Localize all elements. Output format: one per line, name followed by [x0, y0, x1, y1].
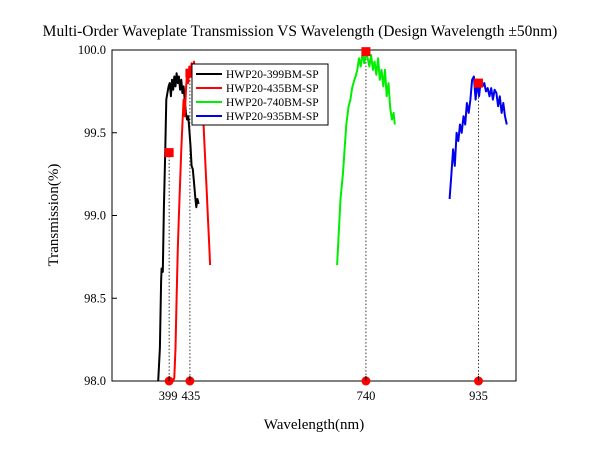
design-point-marker — [164, 148, 174, 158]
y-tick-label: 98.5 — [84, 291, 106, 305]
marker-guide-lines — [168, 51, 479, 381]
series-line-2 — [336, 52, 396, 266]
design-point-marker — [473, 78, 483, 88]
x-tick-label: 435 — [182, 389, 201, 403]
y-tick-label: 99.0 — [84, 209, 106, 223]
x-axis-ticks: 399 435 740 935 — [159, 376, 488, 403]
y-tick-label: 100.0 — [78, 43, 106, 57]
design-point-marker — [361, 47, 371, 57]
x-tick-label: 399 — [159, 389, 178, 403]
legend-label: HWP20-935BM-SP — [226, 111, 319, 123]
chart-title: Multi-Order Waveplate Transmission VS Wa… — [43, 23, 558, 40]
legend-label: HWP20-435BM-SP — [226, 83, 319, 95]
x-tick-label: 740 — [357, 389, 376, 403]
series-line-0 — [157, 72, 200, 382]
y-axis-ticks: 98.0 98.5 99.0 99.5 100.0 — [78, 43, 117, 388]
y-tick-label: 99.5 — [84, 126, 106, 140]
y-axis-label: Transmission(%) — [46, 164, 62, 267]
legend-items: HWP20-399BM-SP HWP20-435BM-SP HWP20-740BM-… — [196, 69, 319, 123]
design-point-marker — [185, 68, 195, 78]
series-line-3 — [448, 75, 508, 200]
legend-label: HWP20-740BM-SP — [226, 97, 319, 109]
y-tick-label: 98.0 — [84, 374, 106, 388]
legend: HWP20-399BM-SP HWP20-435BM-SP HWP20-740BM-… — [191, 63, 329, 126]
x-tick-label: 935 — [469, 389, 488, 403]
legend-label: HWP20-399BM-SP — [226, 69, 319, 81]
x-axis-label: Wavelength(nm) — [264, 417, 364, 433]
